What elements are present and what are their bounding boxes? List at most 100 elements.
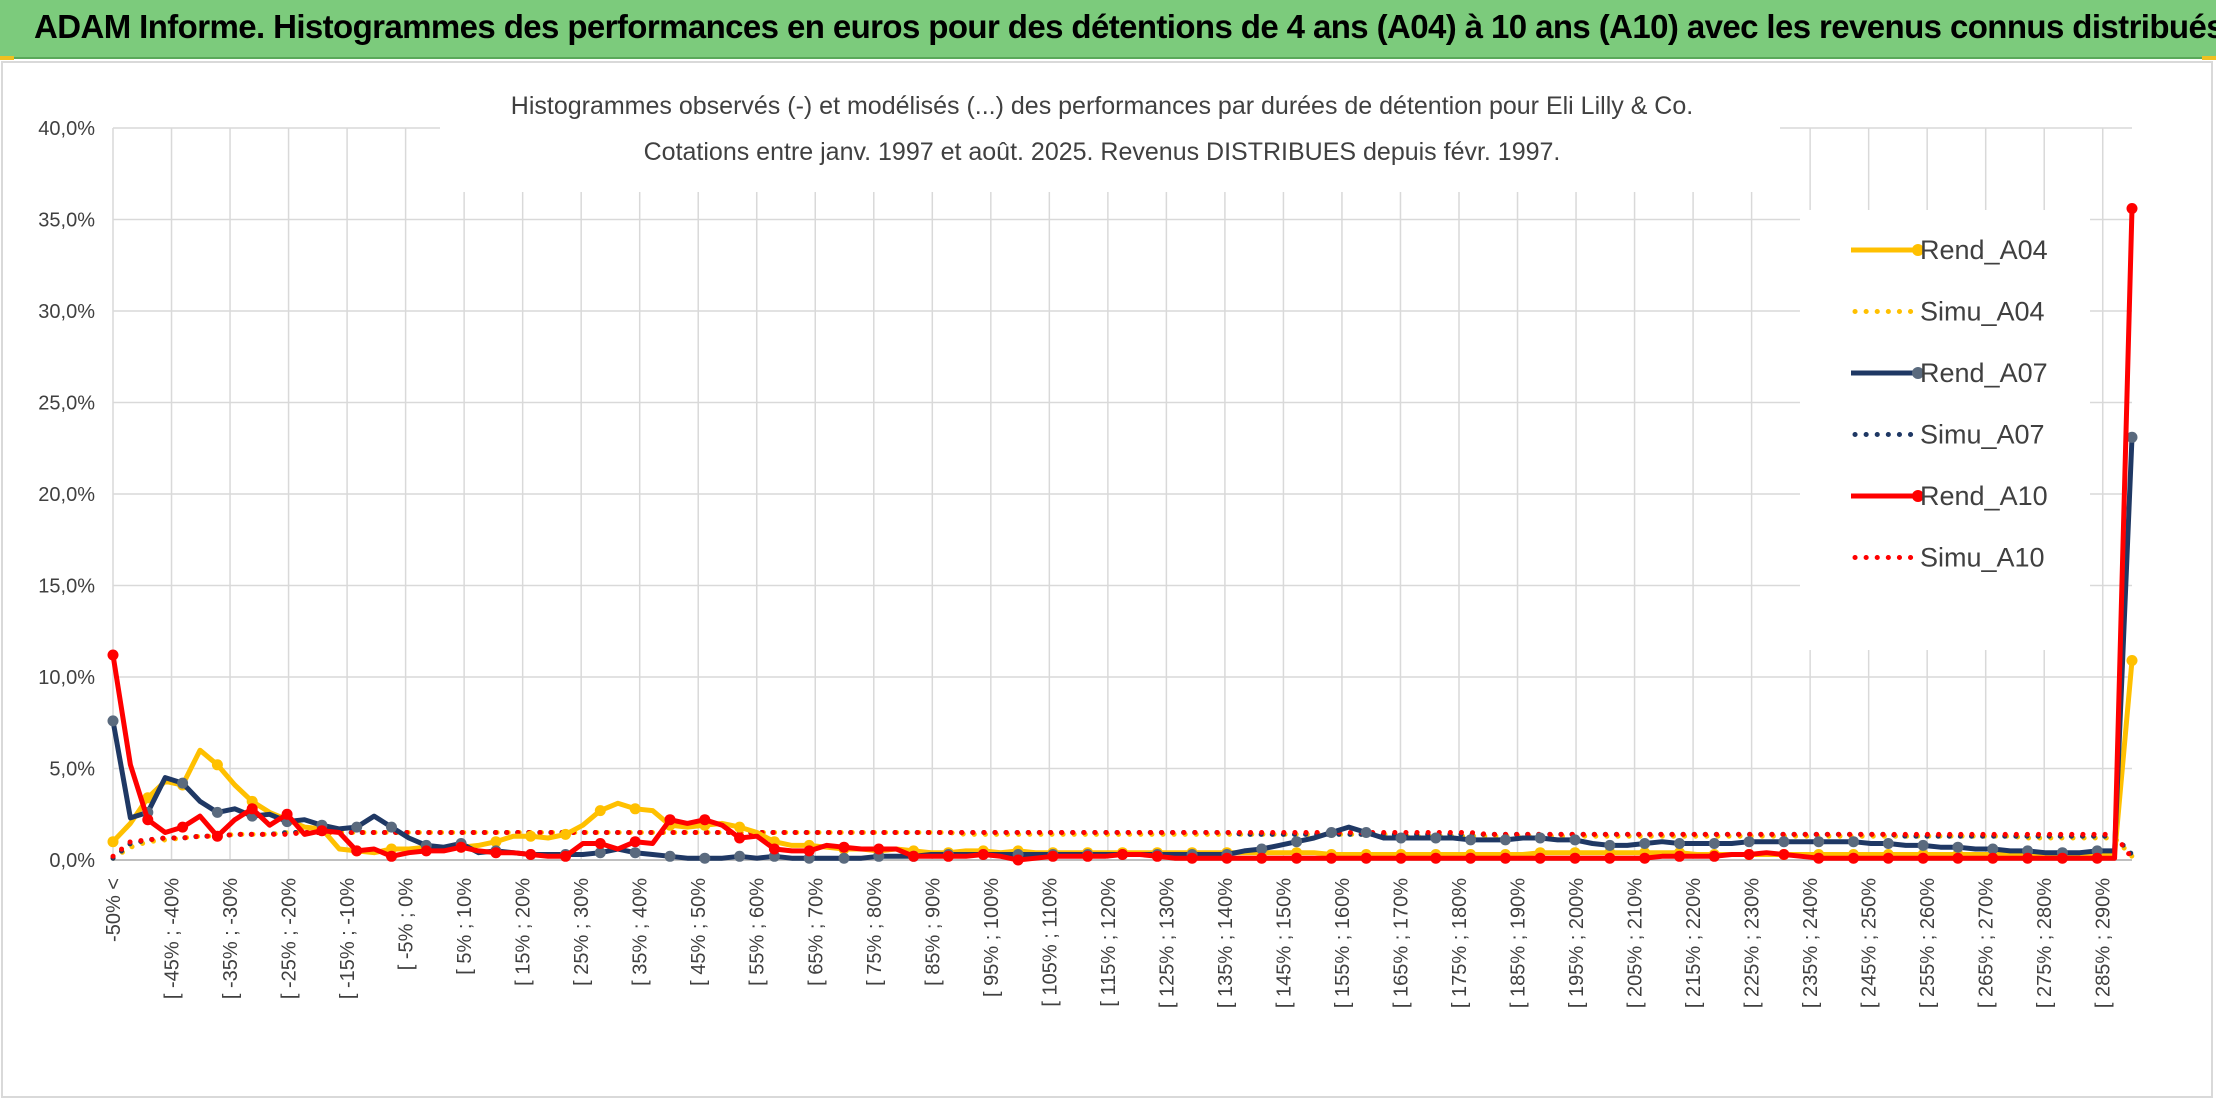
data-point <box>594 805 606 817</box>
data-point <box>1882 838 1894 849</box>
data-point <box>351 821 363 833</box>
legend-background <box>1800 210 2090 650</box>
x-tick-label: [ 225% ; 230% <box>1742 878 1764 1008</box>
data-point <box>873 843 885 855</box>
data-point <box>734 850 746 862</box>
report-banner: ADAM Informe. Histogrammes des performan… <box>0 0 2216 59</box>
data-point <box>1047 850 1059 862</box>
x-tick-label: -50% < <box>103 878 125 942</box>
x-tick-label: [ 135% ; 140% <box>1215 878 1237 1008</box>
data-point <box>107 836 119 848</box>
data-point <box>1743 849 1755 860</box>
data-point <box>2126 203 2138 214</box>
data-point <box>1430 832 1442 844</box>
data-point <box>1813 836 1825 848</box>
x-tick-label: [ 15% ; 20% <box>513 878 535 986</box>
x-tick-label: [ 105% ; 110% <box>1039 878 1061 1007</box>
legend-item-rend-a10: Rend_A10 <box>1851 481 2048 511</box>
data-point <box>142 792 154 804</box>
data-point <box>455 841 467 853</box>
data-point <box>386 821 397 833</box>
data-point <box>1151 850 1163 862</box>
data-point <box>1848 852 1859 864</box>
data-point <box>768 843 780 855</box>
series-markers-rend-a10 <box>107 203 2138 866</box>
chart-subtitle: Cotations entre janv. 1997 et août. 2025… <box>644 138 1561 166</box>
data-point <box>420 845 432 857</box>
data-point <box>386 850 397 862</box>
data-point <box>1639 852 1651 864</box>
x-tick-label: [ 65% ; 70% <box>805 878 827 986</box>
legend-item-simu-a04: Simu_A04 <box>1852 297 2045 327</box>
legend-label: Rend_A07 <box>1920 358 2048 388</box>
legend-label: Rend_A04 <box>1920 235 2048 265</box>
legend-marker <box>1912 244 1924 256</box>
data-point <box>2056 852 2068 864</box>
x-axis-ticks: -50% < [ -45% ; -40% [ -35% ; -30% [ -25% ;… <box>103 878 2115 1008</box>
legend-item-simu-a10: Simu_A10 <box>1852 543 2045 573</box>
chart-title-block: Histogrammes observés (-) et modélisés (… <box>440 82 1780 192</box>
data-point <box>1604 839 1616 851</box>
data-point <box>1465 852 1477 864</box>
data-point <box>1465 834 1477 846</box>
x-tick-label: [ -5% ; 0% <box>396 878 418 970</box>
y-tick-label: 35,0% <box>38 210 95 232</box>
legend-label: Simu_A07 <box>1920 420 2045 450</box>
data-point <box>664 814 676 826</box>
data-point <box>351 845 363 857</box>
data-point <box>1360 827 1372 838</box>
data-point <box>942 850 954 862</box>
corner-mark-left <box>0 56 14 60</box>
data-point <box>2126 655 2138 666</box>
legend-marker <box>1912 367 1924 379</box>
data-point <box>246 803 258 815</box>
data-point <box>316 825 328 837</box>
data-point <box>1813 852 1825 864</box>
data-point <box>560 850 571 862</box>
y-tick-label: 20,0% <box>38 484 95 506</box>
data-point <box>107 715 119 727</box>
legend-marker <box>1912 490 1924 502</box>
data-point <box>1499 834 1511 846</box>
x-tick-label: [ 175% ; 180% <box>1449 878 1471 1008</box>
data-point <box>1256 852 1268 864</box>
x-tick-label: [ 275% ; 280% <box>2034 878 2056 1008</box>
data-point <box>1604 852 1616 864</box>
legend-item-rend-a04: Rend_A04 <box>1851 235 2048 265</box>
data-point <box>560 828 571 840</box>
data-point <box>1117 849 1128 860</box>
data-point <box>734 821 746 833</box>
data-point <box>2126 431 2138 443</box>
data-point <box>490 847 502 859</box>
data-point <box>490 836 502 848</box>
data-point <box>1534 832 1546 844</box>
x-tick-label: [ -15% ; -10% <box>337 878 359 999</box>
data-point <box>1534 852 1546 864</box>
x-tick-label: [ 155% ; 160% <box>1332 878 1354 1008</box>
data-point <box>1674 850 1685 862</box>
x-tick-label: [ 195% ; 200% <box>1566 878 1588 1008</box>
data-point <box>1708 838 1720 849</box>
data-point <box>525 849 537 860</box>
data-point <box>177 821 189 833</box>
data-point <box>1952 841 1964 853</box>
x-tick-label: [ -35% ; -30% <box>220 878 242 999</box>
data-point <box>699 814 711 826</box>
data-point <box>1012 854 1024 866</box>
series-line-simu-a10 <box>110 830 2135 861</box>
data-point <box>1499 852 1511 864</box>
data-point <box>1743 836 1755 848</box>
x-tick-label: [ 35% ; 40% <box>630 878 652 986</box>
data-point <box>211 759 223 771</box>
x-tick-label: [ 185% ; 190% <box>1508 878 1530 1008</box>
x-tick-label: [ 75% ; 80% <box>864 878 886 986</box>
data-point <box>734 832 746 844</box>
y-tick-label: 5,0% <box>49 759 95 781</box>
data-point <box>1952 852 1964 864</box>
y-tick-label: 25,0% <box>38 393 95 415</box>
data-point <box>1291 836 1303 848</box>
x-tick-label: [ 145% ; 150% <box>1273 878 1295 1008</box>
x-tick-label: [ 45% ; 50% <box>688 878 710 986</box>
y-axis-ticks: 0,0% 5,0% 10,0% 15,0% 20,0% 25,0% 30,0% 35,0% 40… <box>38 118 95 872</box>
x-tick-label: [ 245% ; 250% <box>1859 878 1881 1008</box>
